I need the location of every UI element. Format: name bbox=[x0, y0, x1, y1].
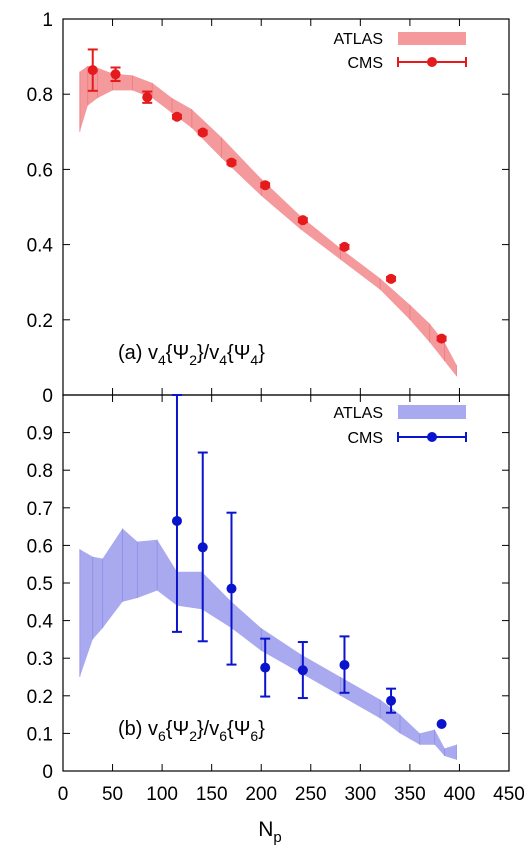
x-tick-label: 200 bbox=[245, 784, 277, 805]
cms-point bbox=[87, 48, 98, 92]
panel-a-legend-atlas-label: ATLAS bbox=[334, 31, 384, 48]
panel-a-legend: ATLAS CMS bbox=[334, 31, 467, 72]
y-tick-label: 0.9 bbox=[27, 424, 53, 445]
cms-point bbox=[110, 66, 121, 83]
cms-point bbox=[171, 111, 182, 122]
y-tick-label: 1 bbox=[42, 10, 53, 31]
panel-b-legend-atlas-label: ATLAS bbox=[334, 405, 384, 422]
cms-marker bbox=[386, 273, 397, 284]
x-axis-title: Np bbox=[258, 818, 282, 846]
cms-marker bbox=[436, 719, 447, 729]
panel-b-y-ticks: 0 0.1 0.2 0.3 0.4 0.5 0.6 0.7 0.8 0.9 bbox=[27, 424, 509, 783]
panel-b-legend-cms-label: CMS bbox=[347, 430, 383, 447]
cms-point bbox=[386, 273, 397, 284]
x-tick-label: 300 bbox=[344, 784, 376, 805]
cms-point bbox=[436, 719, 447, 729]
cms-point bbox=[339, 241, 350, 252]
panel-b-legend-atlas-swatch bbox=[398, 405, 466, 419]
y-tick-label: 0.6 bbox=[27, 536, 53, 557]
panel-a-legend-atlas-swatch bbox=[398, 32, 466, 45]
cms-point bbox=[142, 90, 153, 104]
cms-marker bbox=[87, 65, 98, 76]
panel-b-cms-points bbox=[171, 394, 447, 729]
y-tick-label: 0.2 bbox=[27, 687, 53, 708]
cms-marker bbox=[260, 662, 271, 673]
cms-marker bbox=[171, 515, 182, 526]
y-tick-label: 0.6 bbox=[27, 160, 53, 181]
y-tick-label: 0.7 bbox=[27, 499, 53, 520]
cms-marker bbox=[197, 542, 208, 553]
panel-a-y-ticks: 0 0.2 0.4 0.6 0.8 1 bbox=[27, 10, 509, 407]
y-tick-label: 0.8 bbox=[27, 85, 53, 106]
y-tick-label: 0.8 bbox=[27, 461, 53, 482]
cms-point bbox=[260, 180, 271, 191]
y-tick-label: 0.2 bbox=[27, 311, 53, 332]
panel-b-v6-ratio: 0 0.1 0.2 0.3 0.4 0.5 0.6 0.7 0.8 0.9 0 50 100 150 20… bbox=[27, 394, 524, 846]
x-tick-label: 0 bbox=[58, 784, 69, 805]
cms-point bbox=[197, 451, 208, 643]
panel-a-v4-ratio: 0 0.2 0.4 0.6 0.8 1 ATLAS CMS (a) v4{Ψ2}/v4{Ψ… bbox=[27, 10, 510, 407]
cms-point bbox=[297, 215, 308, 226]
cms-marker bbox=[171, 111, 182, 122]
panel-a-annotation: (a) v4{Ψ2}/v4{Ψ4} bbox=[118, 342, 265, 368]
panel-b-x-ticks: 0 50 100 150 200 250 300 350 400 450 bbox=[58, 395, 524, 805]
cms-point bbox=[197, 127, 208, 138]
y-tick-label: 0.4 bbox=[27, 612, 54, 633]
cms-marker bbox=[386, 695, 397, 706]
y-tick-label: 0.4 bbox=[27, 236, 54, 257]
x-tick-label: 100 bbox=[146, 784, 178, 805]
cms-point bbox=[171, 394, 182, 633]
cms-marker bbox=[297, 665, 308, 676]
x-tick-label: 400 bbox=[444, 784, 476, 805]
cms-marker bbox=[297, 215, 308, 226]
cms-marker bbox=[197, 127, 208, 138]
x-tick-label: 150 bbox=[196, 784, 228, 805]
y-tick-label: 0 bbox=[42, 762, 53, 783]
panel-b-atlas-band-area bbox=[79, 528, 457, 760]
cms-marker bbox=[339, 241, 350, 252]
cms-marker bbox=[142, 92, 153, 103]
cms-marker bbox=[110, 69, 121, 80]
panel-a-x-ticks bbox=[62, 19, 510, 395]
cms-point bbox=[339, 635, 350, 694]
panel-a-atlas-band-area bbox=[79, 66, 457, 377]
panel-a-legend-cms-label: CMS bbox=[347, 55, 383, 72]
cms-marker bbox=[436, 333, 447, 344]
panel-a-cms-points bbox=[87, 48, 447, 344]
cms-point bbox=[226, 511, 237, 666]
panel-a-legend-cms-marker bbox=[397, 57, 467, 67]
cms-marker bbox=[339, 659, 350, 670]
cms-point bbox=[436, 333, 447, 344]
x-tick-label: 450 bbox=[493, 784, 524, 805]
cms-marker bbox=[260, 180, 271, 191]
y-tick-label: 0.5 bbox=[27, 574, 53, 595]
x-tick-label: 250 bbox=[295, 784, 327, 805]
cms-point bbox=[260, 637, 271, 698]
cms-marker bbox=[226, 583, 237, 594]
cms-point bbox=[226, 157, 237, 168]
x-tick-label: 350 bbox=[394, 784, 426, 805]
panel-b-annotation: (b) v6{Ψ2}/v6{Ψ6} bbox=[118, 718, 265, 744]
panel-a-atlas-band bbox=[79, 66, 457, 377]
cms-point bbox=[297, 641, 308, 700]
x-tick-label: 50 bbox=[102, 784, 123, 805]
cms-marker bbox=[226, 157, 237, 168]
y-tick-label: 0 bbox=[42, 386, 53, 407]
panel-b-legend-cms-marker bbox=[397, 432, 467, 442]
y-tick-label: 0.1 bbox=[27, 724, 53, 745]
y-tick-label: 0.3 bbox=[27, 649, 53, 670]
panel-b-legend: ATLAS CMS bbox=[334, 405, 467, 447]
cms-point bbox=[386, 687, 397, 714]
